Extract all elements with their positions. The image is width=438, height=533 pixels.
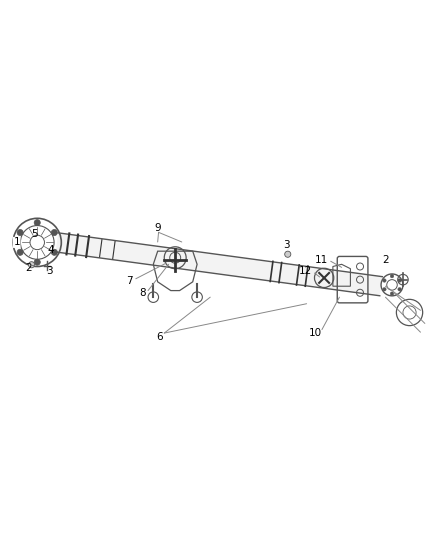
Text: 3: 3 [283, 240, 290, 251]
Circle shape [17, 230, 23, 236]
Circle shape [390, 292, 394, 295]
Text: 2: 2 [382, 255, 389, 265]
Text: 5: 5 [31, 229, 38, 239]
Text: 9: 9 [154, 223, 161, 233]
Circle shape [17, 249, 23, 255]
Circle shape [51, 249, 57, 255]
Circle shape [28, 262, 35, 268]
Text: 6: 6 [156, 332, 163, 342]
Circle shape [34, 259, 40, 265]
Text: 12: 12 [299, 266, 312, 276]
Text: 8: 8 [139, 288, 146, 298]
Circle shape [34, 220, 40, 225]
Text: 4: 4 [47, 245, 54, 255]
Text: 11: 11 [315, 255, 328, 265]
Circle shape [390, 274, 394, 278]
Text: 10: 10 [309, 328, 322, 338]
Polygon shape [56, 233, 382, 296]
Text: 7: 7 [126, 276, 133, 286]
Circle shape [383, 279, 386, 282]
Circle shape [383, 287, 386, 291]
Circle shape [398, 279, 401, 282]
Text: 1: 1 [13, 237, 20, 247]
Circle shape [51, 230, 57, 236]
Text: 2: 2 [25, 263, 32, 273]
Circle shape [285, 251, 291, 257]
Circle shape [398, 287, 401, 291]
Text: 3: 3 [46, 266, 53, 276]
